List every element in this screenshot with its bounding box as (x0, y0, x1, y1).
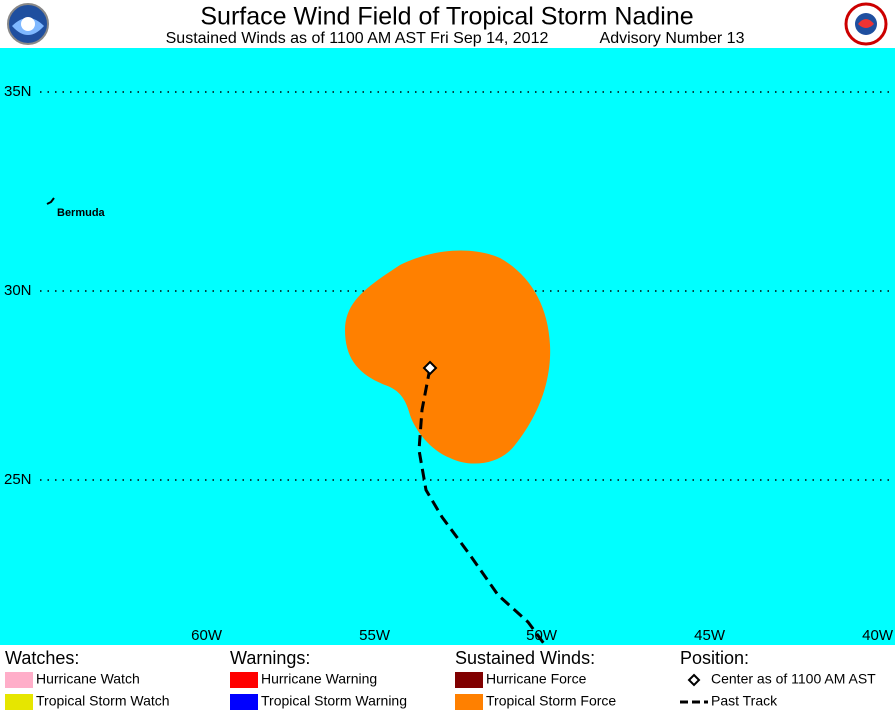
legend-heading: Sustained Winds: (455, 648, 595, 668)
legend-label: Hurricane Force (486, 671, 587, 687)
legend-heading: Position: (680, 648, 749, 668)
legend-label: Past Track (711, 693, 778, 709)
longitude-label: 45W (694, 627, 726, 644)
legend-heading: Warnings: (230, 648, 310, 668)
legend-heading: Watches: (5, 648, 79, 668)
longitude-label: 40W (862, 627, 894, 644)
longitude-label: 55W (359, 627, 391, 644)
legend-label: Hurricane Watch (36, 671, 140, 687)
subtitle: Sustained Winds as of 1100 AM AST Fri Se… (166, 30, 549, 47)
place-label: Bermuda (57, 207, 106, 219)
latitude-label: 25N (4, 471, 32, 488)
noaa-logo (7, 3, 49, 45)
legend-swatch (455, 672, 483, 688)
advisory: Advisory Number 13 (600, 30, 745, 47)
legend-label: Tropical Storm Warning (261, 693, 407, 709)
legend-label: Center as of 1100 AM AST (711, 671, 876, 687)
storm-center (422, 360, 438, 376)
nws-logo (844, 2, 888, 46)
legend-swatch (230, 694, 258, 710)
latitude-label: 35N (4, 83, 32, 100)
latitude-label: 30N (4, 282, 32, 299)
legend-swatch (5, 672, 33, 688)
wind-field (345, 250, 551, 464)
longitude-label: 60W (191, 627, 223, 644)
legend-label: Hurricane Warning (261, 671, 377, 687)
legend-swatch (230, 672, 258, 688)
legend-label: Tropical Storm Force (486, 693, 616, 709)
legend-label: Tropical Storm Watch (36, 693, 170, 709)
bermuda-island (46, 197, 55, 205)
legend-swatch (455, 694, 483, 710)
legend-swatch (5, 694, 33, 710)
title: Surface Wind Field of Tropical Storm Nad… (200, 3, 693, 31)
longitude-label: 50W (526, 627, 558, 644)
past-track (417, 367, 547, 646)
legend-diamond (687, 673, 701, 687)
